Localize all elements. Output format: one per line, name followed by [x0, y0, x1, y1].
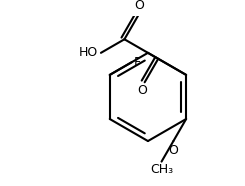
- Text: CH₃: CH₃: [150, 163, 173, 176]
- Text: O: O: [134, 0, 144, 12]
- Text: O: O: [137, 84, 147, 97]
- Text: F: F: [134, 56, 141, 69]
- Text: HO: HO: [78, 46, 98, 59]
- Text: O: O: [169, 144, 178, 157]
